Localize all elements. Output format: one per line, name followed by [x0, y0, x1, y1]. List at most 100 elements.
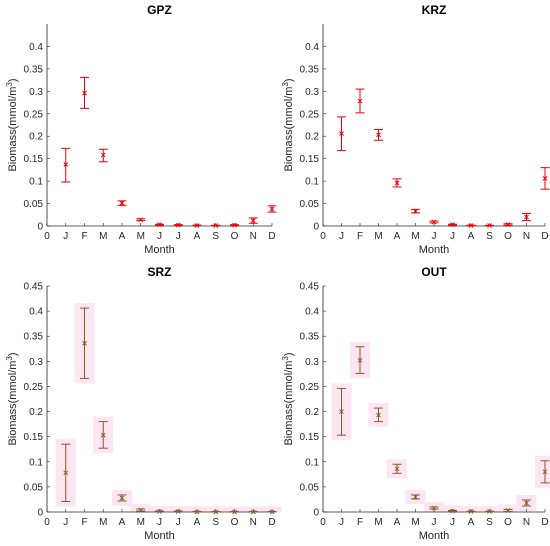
x-tick-label: A [394, 517, 401, 528]
mean-marker [524, 500, 529, 506]
y-tick-label: 0.1 [305, 177, 319, 188]
y-tick-label: 0.25 [300, 109, 320, 120]
data-point-1 [61, 443, 71, 502]
y-tick-label: 0.25 [300, 382, 320, 393]
x-tick-label: F [357, 231, 363, 242]
data-point-6 [155, 222, 164, 228]
x-tick-label: D [268, 231, 275, 242]
y-axis-label: Biomass(mmol/m3) [281, 352, 295, 445]
data-point-1 [337, 116, 346, 152]
y-tick-label: 0.05 [24, 199, 44, 210]
chart-title: GPZ [147, 3, 172, 17]
data-point-11 [248, 217, 258, 224]
data-point-12 [540, 460, 550, 484]
data-point-11 [248, 509, 258, 515]
y-axis-label: Biomass(mmol/m3) [5, 78, 19, 171]
x-tick-label: N [523, 517, 530, 528]
y-tick-label: 0.3 [29, 87, 43, 98]
y-tick-label: 0.3 [29, 357, 43, 368]
x-tick-label: M [374, 231, 382, 242]
y-tick-label: 0.05 [300, 482, 320, 493]
data-point-8 [192, 509, 202, 515]
chart-title: SRZ [148, 265, 172, 279]
x-tick-label: J [63, 517, 68, 528]
x-tick-label: A [119, 231, 126, 242]
mean-marker [450, 508, 455, 514]
y-tick-label: 0.3 [305, 357, 319, 368]
mean-marker [82, 90, 87, 96]
x-tick-label: S [486, 517, 493, 528]
mean-marker [357, 357, 363, 363]
data-point-3 [98, 148, 108, 163]
data-point-1 [61, 147, 71, 183]
mean-marker [450, 222, 455, 228]
y-tick-label: 0.35 [300, 64, 320, 75]
y-tick-label: 0 [37, 222, 43, 233]
data-point-9 [211, 223, 221, 228]
data-point-7 [448, 222, 457, 228]
x-tick-label: J [432, 517, 437, 528]
data-point-11 [522, 212, 531, 222]
mean-marker [413, 494, 418, 500]
y-tick-label: 0.2 [305, 407, 319, 418]
mean-marker [63, 470, 69, 476]
mean-marker [213, 509, 219, 515]
x-tick-label: F [81, 517, 87, 528]
y-axis-label: Biomass(mmol/m3) [281, 78, 295, 171]
mean-marker [394, 466, 400, 472]
mean-marker [232, 222, 237, 228]
x-tick-label: J [176, 517, 181, 528]
chart-panel-srz: 00.050.10.150.20.250.30.350.40.450 J F M A M J… [5, 265, 282, 542]
y-tick-label: 0.25 [24, 382, 44, 393]
mean-marker [376, 132, 381, 138]
mean-marker [505, 222, 511, 228]
y-tick-label: 0.35 [24, 64, 44, 75]
mean-marker [63, 162, 69, 167]
mean-marker [376, 412, 381, 418]
chart-panel-gpz: 00.050.10.150.20.250.30.350.40 J F M A M J J A S O… [5, 3, 277, 256]
data-point-12 [540, 167, 550, 190]
mean-marker [542, 176, 548, 181]
data-point-2 [80, 307, 89, 379]
x-axis-label: Month [419, 244, 450, 256]
error-shade [149, 505, 170, 512]
mean-marker [431, 219, 437, 225]
x-tick-label: J [157, 231, 162, 242]
x-tick-label: M [99, 231, 107, 242]
x-tick-label: F [81, 231, 87, 242]
x-tick-label: N [250, 517, 257, 528]
y-tick-label: 0.15 [300, 432, 320, 443]
mean-marker [175, 222, 181, 228]
chart-title: OUT [421, 265, 447, 279]
data-point-4 [117, 200, 127, 206]
y-tick-label: 0 [313, 222, 319, 233]
mean-marker [357, 98, 363, 104]
x-tick-label: J [432, 231, 437, 242]
y-tick-label: 0.1 [305, 457, 319, 468]
y-tick-label: 0 [313, 508, 319, 519]
x-tick-label: 0 [320, 517, 326, 528]
data-point-2 [355, 88, 365, 114]
y-tick-label: 0.45 [300, 282, 320, 293]
y-axis-label: Biomass(mmol/m3) [5, 352, 19, 445]
x-tick-label: A [194, 517, 201, 528]
data-point-7 [448, 508, 457, 514]
y-tick-label: 0.2 [29, 407, 43, 418]
x-tick-label: A [194, 231, 201, 242]
mean-marker [213, 223, 219, 228]
error-shade [130, 503, 151, 512]
data-point-4 [392, 463, 402, 474]
chart-panel-krz: 00.050.10.150.20.250.30.350.40 J F M A M J J A S O… [281, 3, 550, 256]
x-tick-label: M [374, 517, 382, 528]
x-tick-label: 0 [44, 231, 50, 242]
x-tick-label: N [250, 231, 257, 242]
data-point-2 [355, 346, 365, 374]
y-tick-label: 0.4 [305, 307, 319, 318]
y-tick-label: 0.35 [300, 332, 320, 343]
x-tick-label: M [411, 517, 419, 528]
error-shade [498, 504, 518, 512]
x-tick-label: A [468, 517, 475, 528]
data-point-12 [267, 509, 277, 515]
mean-marker [487, 223, 492, 228]
